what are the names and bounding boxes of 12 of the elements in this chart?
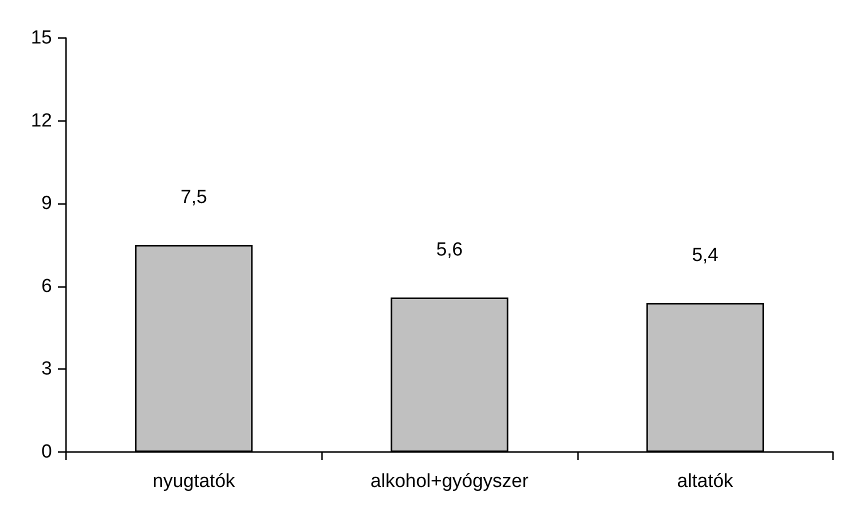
x-tick-label: nyugtatók [152,471,236,492]
x-tick-label: alkohol+gyógyszer [370,471,530,492]
y-tick-label: 12 [30,110,52,132]
y-tick-label: 3 [41,358,52,380]
x-tick-label: altatók [677,471,734,492]
data-label: 5,4 [692,244,719,266]
y-tick-label: 0 [41,442,52,462]
y-tick-label: 15 [30,28,52,48]
data-label: 5,6 [436,239,463,260]
y-tick-label: 9 [41,193,52,214]
y-tick-label: 6 [41,276,52,297]
data-label: 7,5 [180,187,208,208]
